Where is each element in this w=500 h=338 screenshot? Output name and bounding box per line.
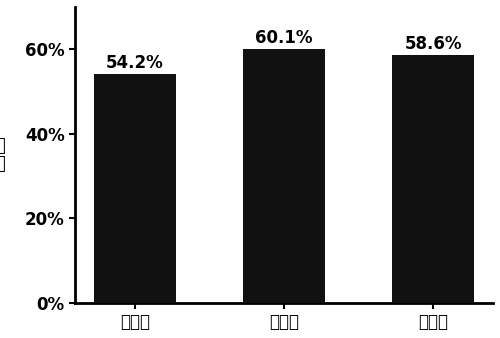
Bar [243,49,325,303]
Text: 54.2%: 54.2% [106,54,164,72]
Text: 60.1%: 60.1% [256,29,313,47]
Bar [392,55,474,303]
Text: 产
量: 产 量 [0,137,5,173]
Bar [94,74,176,303]
Text: 58.6%: 58.6% [404,35,462,53]
